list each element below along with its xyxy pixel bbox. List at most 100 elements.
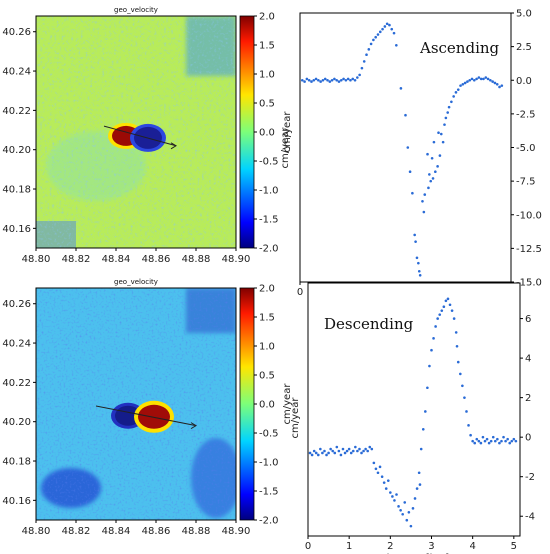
data-point [339, 78, 343, 82]
y-tick-label: 40.18 [2, 185, 31, 196]
data-point [500, 84, 504, 87]
data-point [349, 78, 352, 82]
positive-lobe [138, 404, 170, 429]
data-point [452, 317, 456, 320]
data-point [346, 77, 350, 81]
data-point [479, 441, 483, 445]
series-annotation: Ascending [419, 39, 500, 57]
data-point [403, 501, 407, 504]
map-title: geo_velocity [114, 6, 158, 14]
data-point [409, 524, 413, 528]
data-point [395, 43, 398, 47]
y-tick-label: 40.16 [2, 496, 31, 507]
data-point [345, 449, 349, 453]
data-point [454, 91, 458, 94]
x-tick-label: 1 [346, 541, 352, 552]
colorbar-tick-label: -2.0 [259, 516, 279, 527]
data-point [314, 77, 318, 81]
data-point [347, 447, 351, 451]
y-tick-label: 40.24 [2, 67, 31, 78]
data-point [429, 179, 433, 183]
data-point [335, 445, 339, 449]
data-point [329, 447, 332, 451]
data-point [408, 170, 412, 174]
data-point [417, 261, 420, 265]
colorbar-tick-label: 2.0 [259, 12, 275, 23]
y-axis-label-descending: cm/year [290, 397, 301, 439]
data-point [419, 447, 423, 451]
y-tick-label: 6 [525, 314, 531, 325]
x-tick-label: 48.88 [182, 526, 211, 537]
data-point [489, 78, 492, 82]
y-tick-label: 4 [525, 354, 531, 365]
data-point [358, 73, 361, 77]
data-point [321, 78, 325, 82]
colorbar [239, 287, 255, 521]
x-tick-label: 3 [428, 541, 434, 552]
data-point [454, 331, 458, 334]
data-point [341, 447, 345, 451]
y-tick-label: -10.0 [516, 210, 542, 221]
data-point [376, 471, 380, 475]
data-point [493, 81, 497, 85]
data-point [330, 78, 334, 82]
x-tick-label: 48.88 [182, 254, 211, 265]
data-point [378, 30, 382, 34]
x-tick-label: 5 [511, 541, 517, 552]
data-point [484, 76, 488, 79]
data-point [314, 451, 318, 455]
data-point [440, 309, 444, 312]
y-tick-label: 40.26 [2, 27, 31, 38]
data-point [411, 191, 414, 195]
data-point [370, 447, 374, 451]
data-point [471, 439, 474, 443]
data-point [411, 507, 415, 510]
x-tick-label: 0 [297, 287, 303, 298]
data-point [365, 53, 368, 56]
x-tick-label: 48.86 [142, 254, 171, 265]
y-tick-label: 40.22 [2, 106, 31, 117]
data-point [468, 78, 472, 82]
data-point [504, 439, 507, 443]
data-point [467, 424, 470, 427]
map-frame [35, 287, 237, 521]
data-point [417, 471, 421, 475]
data-point [426, 152, 429, 156]
data-point [383, 25, 387, 28]
data-point [312, 78, 316, 82]
x-tick-label: 48.82 [62, 526, 91, 537]
data-point [325, 453, 328, 457]
data-point [374, 467, 378, 471]
data-point [401, 512, 404, 516]
data-point [510, 439, 514, 443]
data-point [465, 410, 468, 413]
data-point [430, 156, 434, 160]
data-point [354, 445, 357, 449]
data-point [491, 80, 494, 83]
data-point [444, 116, 448, 120]
map-title: geo_velocity [114, 278, 158, 286]
colorbar-tick-label: 1.0 [259, 342, 275, 353]
data-point [384, 487, 388, 490]
x-tick-label: 0 [305, 541, 311, 552]
data-point [305, 77, 309, 81]
colorbar-tick-label: -0.5 [259, 429, 279, 440]
data-point [444, 299, 448, 303]
data-point [438, 154, 442, 157]
plot-frame [299, 12, 512, 283]
heatmap-panel-0: geo_velocity 48.80 48.82 48.84 48.86 48.88 48.… [2, 6, 293, 265]
data-point [307, 78, 311, 82]
data-point [376, 33, 380, 36]
data-point [494, 439, 497, 443]
data-point [317, 78, 320, 82]
data-point [475, 437, 479, 441]
data-point [369, 42, 373, 46]
data-point [406, 146, 410, 149]
data-point [407, 510, 411, 514]
data-point [431, 177, 435, 180]
data-point [443, 123, 446, 126]
data-point [310, 80, 313, 83]
data-point [300, 78, 304, 82]
data-point [343, 451, 347, 455]
data-point [368, 445, 372, 449]
